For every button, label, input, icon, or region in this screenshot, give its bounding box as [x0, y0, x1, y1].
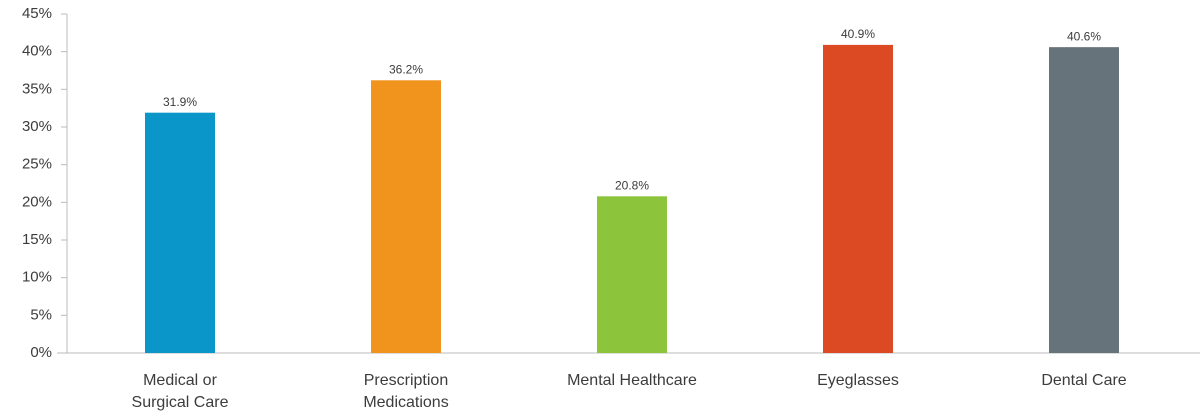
bar [1049, 47, 1119, 353]
y-tick-label: 35% [22, 80, 52, 97]
bar [145, 112, 215, 353]
x-tick-label: Prescription Medications [363, 372, 448, 411]
value-label: 40.6% [1067, 29, 1101, 43]
value-label: 40.9% [841, 27, 875, 41]
value-label: 20.8% [615, 178, 649, 192]
y-tick-label: 25% [22, 156, 52, 173]
y-tick-label: 40% [22, 43, 52, 60]
y-tick-label: 15% [22, 231, 52, 248]
y-tick-label: 30% [22, 118, 52, 135]
y-tick-label: 5% [30, 306, 52, 323]
y-tick-label: 45% [22, 5, 52, 22]
value-label: 31.9% [163, 95, 197, 109]
y-tick-label: 10% [22, 269, 52, 286]
x-tick-label: Dental Care [1041, 372, 1126, 389]
bar [597, 196, 667, 353]
x-tick-label: Mental Healthcare [567, 372, 697, 389]
value-label: 36.2% [389, 62, 423, 76]
x-tick-label: Medical or Surgical Care [132, 372, 229, 411]
y-tick-label: 0% [30, 344, 52, 361]
x-tick-label: Eyeglasses [817, 372, 899, 389]
bar [371, 80, 441, 353]
bar [823, 44, 893, 354]
y-tick-label: 20% [22, 193, 52, 210]
